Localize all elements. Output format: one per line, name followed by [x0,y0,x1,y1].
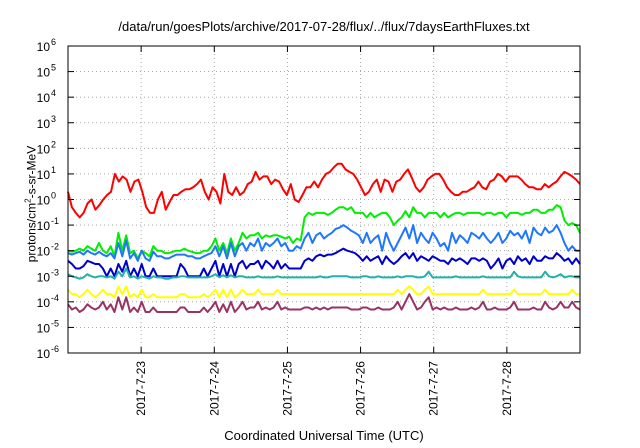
y-tick-exponent: 4 [51,88,56,98]
x-axis-label: Coordinated Universal Time (UTC) [224,428,424,443]
y-tick-label: 10 [37,91,51,105]
series-line [67,224,580,262]
y-tick-exponent: 3 [51,114,56,124]
y-tick-label: 10 [37,321,51,335]
y-tick-exponent: 0 [51,191,56,201]
y-tick-label: 10 [37,245,51,259]
series-layer [67,162,581,313]
series-line [67,285,580,299]
x-tick-label: 2017-7-28 [500,361,514,416]
y-tick-exponent: -6 [51,344,59,354]
y-tick-exponent: -5 [51,318,59,328]
series-line [67,267,580,280]
x-tick-label: 2017-7-26 [354,361,368,416]
y-axis-label-part: protons/cm [24,202,39,263]
y-tick-label: 10 [37,117,51,131]
x-tick-label: 2017-7-27 [427,361,441,416]
y-axis-label: protons/cm2-s-sr-MeV [24,146,39,262]
y-tick-label: 10 [37,40,51,54]
y-tick-label: 10 [37,194,51,208]
y-tick-exponent: -4 [51,293,59,303]
y-axis-label-sup: 2 [23,198,33,203]
y-tick-exponent: 1 [51,165,56,175]
y-tick-label: 10 [37,270,51,284]
series-line [67,204,581,260]
y-tick-label: 10 [37,142,51,156]
x-tick-label: 2017-7-24 [207,361,221,416]
axes: 10 -610 -510 -410 -310 -210 -110 010 110 210 310 41… [37,37,580,416]
y-tick-exponent: 2 [51,139,56,149]
y-tick-exponent: 6 [51,37,56,47]
y-tick-label: 10 [37,219,51,233]
y-axis-label-part: -s-sr-MeV [24,145,39,199]
y-tick-label: 10 [37,66,51,80]
series-line [67,293,581,313]
y-tick-exponent: -3 [51,267,59,277]
x-tick-label: 2017-7-23 [134,361,148,416]
x-tick-label: 2017-7-25 [280,361,294,416]
y-tick-label: 10 [37,347,51,361]
y-tick-exponent: -1 [51,216,59,226]
y-tick-label: 10 [37,168,51,182]
series-line [67,162,581,219]
y-tick-exponent: 5 [51,63,56,73]
y-tick-label: 10 [37,296,51,310]
series-line [67,247,581,278]
chart-title: /data/run/goesPlots/archive/2017-07-28/f… [118,19,530,34]
grid [68,46,580,353]
y-tick-exponent: -2 [51,242,59,252]
